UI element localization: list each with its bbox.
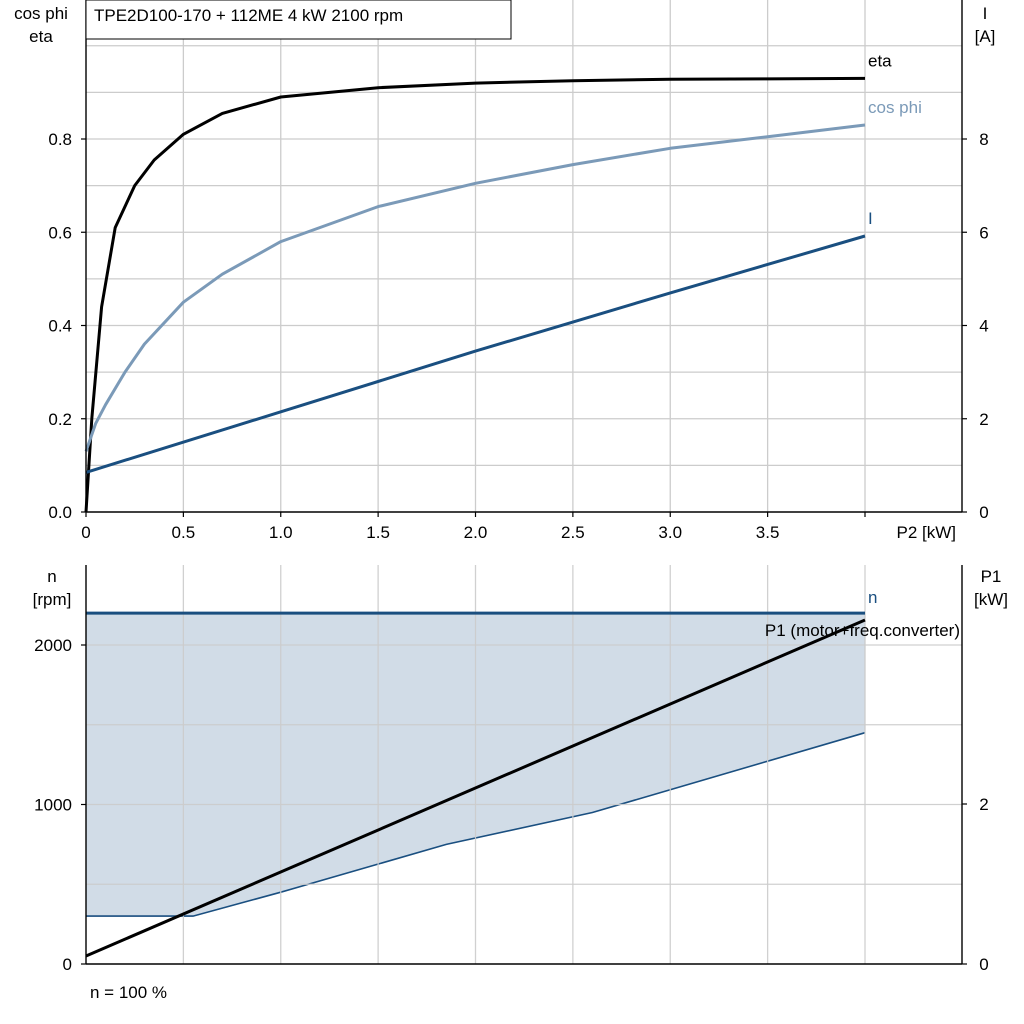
x-tick-label: 0.5 bbox=[172, 523, 196, 542]
y-left-axis-title: [rpm] bbox=[33, 590, 72, 609]
series-line-eta bbox=[84, 76, 866, 513]
y-left-tick-label: 0.4 bbox=[48, 317, 72, 336]
series-line-cos-phi bbox=[84, 123, 866, 452]
y-left-axis-title: eta bbox=[29, 27, 53, 46]
x-tick-label: 3.0 bbox=[658, 523, 682, 542]
series-line-P1 bbox=[85, 618, 866, 958]
top-chart-series: eta cos phi I bbox=[84, 51, 922, 513]
y-left-tick-label: 1000 bbox=[34, 796, 72, 815]
y-left-tick-label: 0 bbox=[63, 955, 72, 974]
y-left-tick-label: 0.6 bbox=[48, 223, 72, 242]
chart-title-box: TPE2D100-170 + 112ME 4 kW 2100 rpm bbox=[85, 0, 512, 40]
y-right-axis-title: [A] bbox=[975, 27, 996, 46]
top-chart-axes bbox=[81, 0, 967, 517]
x-tick-label: 1.5 bbox=[366, 523, 390, 542]
y-left-tick-label: 0.0 bbox=[48, 503, 72, 522]
series-line-I bbox=[85, 234, 866, 474]
y-right-tick-label: 6 bbox=[979, 223, 988, 242]
y-right-axis-title: P1 bbox=[981, 567, 1002, 586]
y-right-axis-title: I bbox=[983, 4, 988, 23]
x-tick-label: 2.0 bbox=[464, 523, 488, 542]
y-right-axis-title: [kW] bbox=[974, 590, 1008, 609]
series-label-P1: P1 (motor+freq.converter) bbox=[765, 621, 960, 640]
y-right-tick-label: 0 bbox=[979, 955, 988, 974]
bottom-chart-series: n P1 (motor+freq.converter) bbox=[85, 588, 960, 958]
bottom-chart-axes bbox=[81, 565, 967, 965]
y-left-tick-label: 0.8 bbox=[48, 130, 72, 149]
bottom-chart-labels: 0 1000 2000 0 2 n [rpm] P1 [kW] bbox=[33, 567, 1008, 974]
series-label-cos-phi: cos phi bbox=[868, 98, 922, 117]
series-label-eta: eta bbox=[868, 51, 892, 70]
top-chart-labels: 0 0.5 1.0 1.5 2.0 2.5 3.0 3.5 P2 [kW] 0.0 0.2 0.4 0.… bbox=[14, 4, 995, 542]
x-tick-label: 1.0 bbox=[269, 523, 293, 542]
y-left-tick-label: 0.2 bbox=[48, 410, 72, 429]
footnote-speed: n = 100 % bbox=[90, 983, 167, 1002]
x-axis-label: P2 [kW] bbox=[896, 523, 956, 542]
y-left-axis-title: n bbox=[47, 567, 56, 586]
series-label-n: n bbox=[868, 588, 877, 607]
y-right-tick-label: 2 bbox=[979, 410, 988, 429]
y-right-tick-label: 8 bbox=[979, 130, 988, 149]
x-tick-label: 2.5 bbox=[561, 523, 585, 542]
bottom-chart-grid bbox=[86, 565, 962, 964]
chart-title: TPE2D100-170 + 112ME 4 kW 2100 rpm bbox=[94, 6, 403, 25]
series-label-I: I bbox=[868, 209, 873, 228]
top-chart-grid bbox=[86, 0, 962, 512]
x-tick-label: 3.5 bbox=[756, 523, 780, 542]
y-left-tick-label: 2000 bbox=[34, 636, 72, 655]
x-tick-label: 0 bbox=[81, 523, 90, 542]
y-left-axis-title: cos phi bbox=[14, 4, 68, 23]
y-right-tick-label: 4 bbox=[979, 317, 988, 336]
y-right-tick-label: 2 bbox=[979, 795, 988, 814]
y-right-tick-label: 0 bbox=[979, 503, 988, 522]
